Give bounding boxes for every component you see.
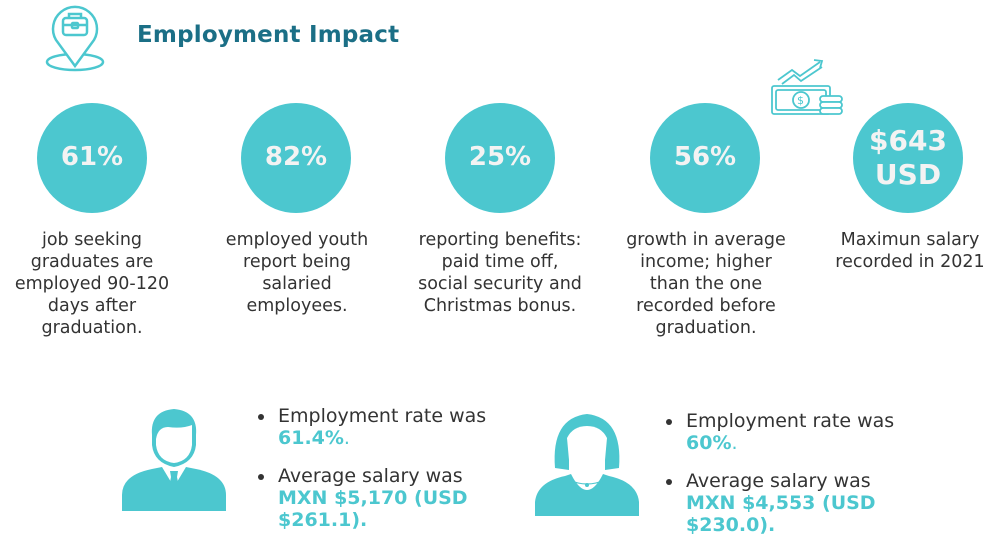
men-employment-rate: Employment rate was 61.4%.	[256, 405, 496, 449]
men-stats-list: Employment rate was 61.4%. Average salar…	[256, 405, 496, 547]
page-title: Employment Impact	[137, 22, 400, 48]
women-employment-rate: Employment rate was 60%.	[664, 410, 904, 454]
woman-avatar-icon	[535, 414, 639, 516]
stat-circle-2: 82%	[241, 103, 351, 213]
stat-description-3: reporting benefits: paid time off, socia…	[418, 230, 582, 316]
stat-value-currency: USD	[874, 158, 942, 191]
stat-value: 82%	[264, 142, 328, 173]
men-employment-value: 61.4%	[278, 427, 344, 449]
stat-description-2: employed youth report being salaried emp…	[225, 230, 369, 316]
stat-value: 61%	[60, 142, 124, 173]
stat-circle-4: 56%	[650, 103, 760, 213]
stat-description-4: growth in average income; higher than th…	[626, 230, 786, 338]
stat-value: 56%	[673, 142, 737, 173]
men-salary-value: MXN $5,170 (USD $261.1).	[278, 487, 468, 531]
stat-circle-3: 25%	[445, 103, 555, 213]
location-briefcase-icon	[45, 5, 105, 72]
women-stats-list: Employment rate was 60%. Average salary …	[664, 410, 904, 549]
man-avatar-icon	[122, 409, 226, 511]
stat-description-1: job seeking graduates are employed 90-12…	[14, 230, 170, 338]
stat-circle-5: $643 USD	[853, 103, 963, 213]
svg-text:$: $	[797, 94, 804, 107]
women-salary-value: MXN $4,553 (USD $230.0).	[686, 492, 876, 536]
money-growth-icon: $	[771, 59, 843, 115]
stat-value-amount: $643	[869, 124, 947, 158]
men-average-salary: Average salary was MXN $5,170 (USD $261.…	[256, 465, 496, 531]
stat-circle-1: 61%	[37, 103, 147, 213]
women-average-salary: Average salary was MXN $4,553 (USD $230.…	[664, 470, 904, 536]
stat-value: 25%	[468, 142, 532, 173]
women-employment-value: 60%	[686, 432, 732, 454]
stat-description-5: Maximun salary recorded in 2021	[835, 230, 985, 272]
